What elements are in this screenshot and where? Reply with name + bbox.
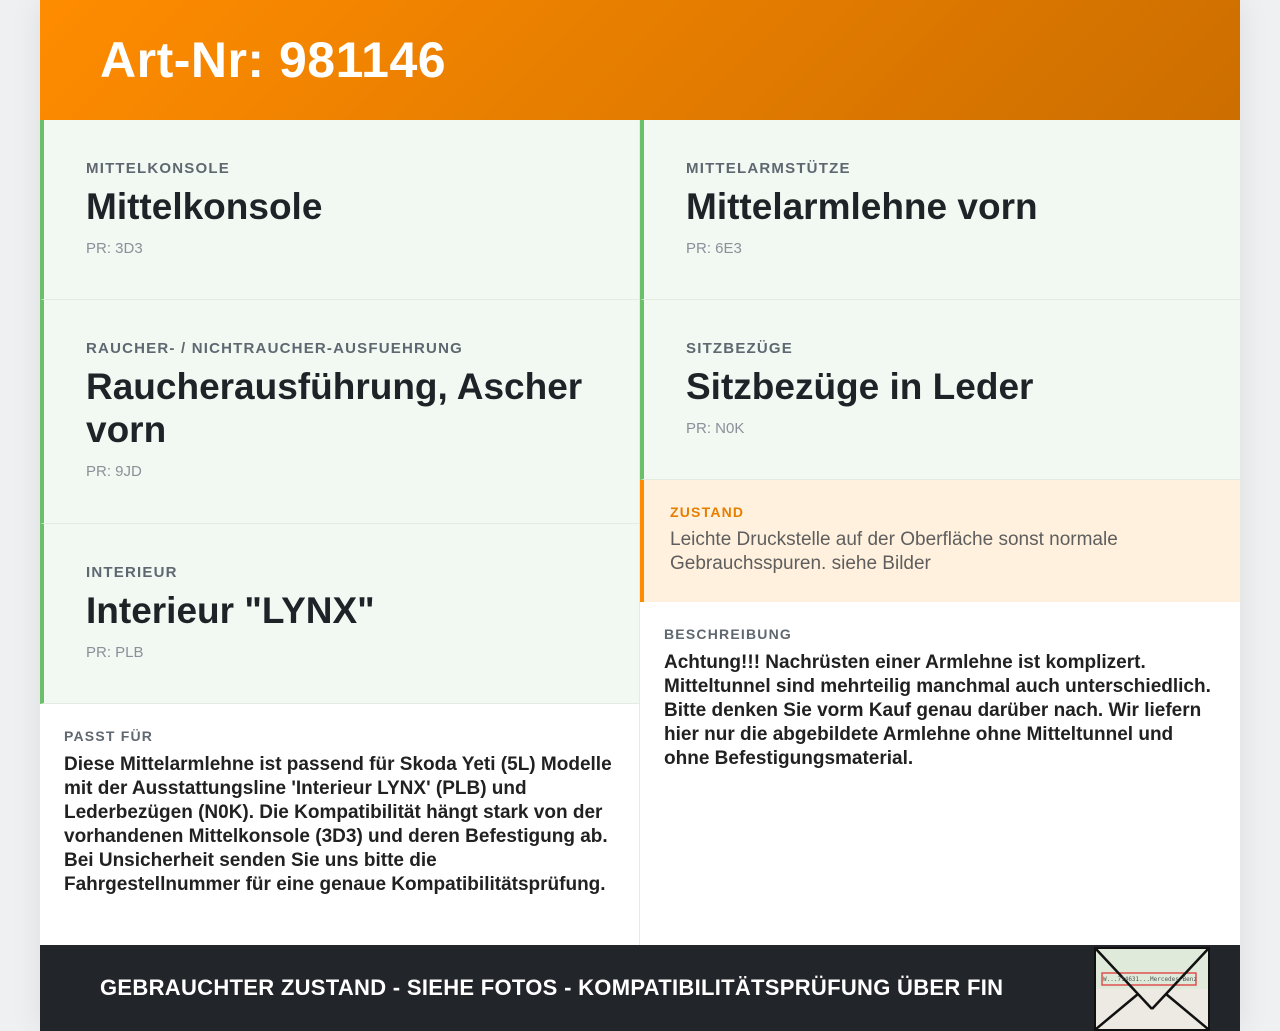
zustand-label: ZUSTAND [670, 504, 745, 520]
option-pr-code: PR: N0K [686, 420, 745, 437]
option-title: Interieur "LYNX" [86, 590, 375, 631]
option-label: SITZBEZÜGE [686, 340, 794, 357]
option-card-mittelarmstuetze: MITTELARMSTÜTZE Mittelarmlehne vorn PR: … [640, 120, 1240, 300]
option-card-mittelkonsole: MITTELKONSOLE Mittelkonsole PR: 3D3 [40, 120, 639, 300]
envelope-icon [1096, 949, 1208, 1029]
option-pr-code: PR: PLB [86, 644, 144, 661]
option-pr-code: PR: 3D3 [86, 240, 143, 257]
vin-document-thumbnail: W...714631...Mercedes-Benz [1094, 947, 1210, 1031]
option-card-sitzbezuege: SITZBEZÜGE Sitzbezüge in Leder PR: N0K [640, 300, 1240, 480]
option-label: MITTELARMSTÜTZE [686, 160, 851, 177]
footer-text: GEBRAUCHTER ZUSTAND - SIEHE FOTOS - KOMP… [100, 975, 1004, 1000]
right-column: MITTELARMSTÜTZE Mittelarmlehne vorn PR: … [640, 120, 1240, 945]
beschreibung-label: BESCHREIBUNG [664, 626, 792, 642]
product-sheet: Art-Nr: 981146 MITTELKONSOLE Mittelkonso… [40, 0, 1240, 1031]
left-column: MITTELKONSOLE Mittelkonsole PR: 3D3 RAUC… [40, 120, 640, 945]
beschreibung-text: Achtung!!! Nachrüsten einer Armlehne ist… [664, 652, 1211, 769]
option-label: RAUCHER- / NICHTRAUCHER-AUSFUEHRUNG [86, 340, 463, 357]
option-title: Raucherausführung, Ascher vorn [86, 366, 583, 450]
option-label: INTERIEUR [86, 564, 178, 581]
option-card-interieur: INTERIEUR Interieur "LYNX" PR: PLB [40, 524, 639, 704]
option-label: MITTELKONSOLE [86, 160, 230, 177]
header: Art-Nr: 981146 [40, 0, 1240, 120]
footer: GEBRAUCHTER ZUSTAND - SIEHE FOTOS - KOMP… [40, 945, 1240, 1031]
option-pr-code: PR: 6E3 [686, 240, 742, 257]
passt-fuer-text: Diese Mittelarmlehne ist passend für Sko… [64, 754, 612, 895]
zustand-section: ZUSTAND Leichte Druckstelle auf der Ober… [640, 480, 1240, 602]
option-title: Mittelkonsole [86, 186, 323, 227]
option-title: Sitzbezüge in Leder [686, 366, 1034, 407]
passt-fuer-section: PASST FÜR Diese Mittelarmlehne ist passe… [40, 704, 639, 897]
article-number: Art-Nr: 981146 [100, 32, 447, 88]
beschreibung-section: BESCHREIBUNG Achtung!!! Nachrüsten einer… [640, 602, 1240, 771]
passt-fuer-label: PASST FÜR [64, 728, 154, 744]
vin-document-text: W...714631...Mercedes-Benz [1103, 976, 1197, 983]
option-card-raucher: RAUCHER- / NICHTRAUCHER-AUSFUEHRUNG Rauc… [40, 300, 639, 524]
option-title: Mittelarmlehne vorn [686, 186, 1038, 227]
option-pr-code: PR: 9JD [86, 463, 142, 480]
zustand-text: Leichte Druckstelle auf der Oberfläche s… [670, 529, 1118, 574]
